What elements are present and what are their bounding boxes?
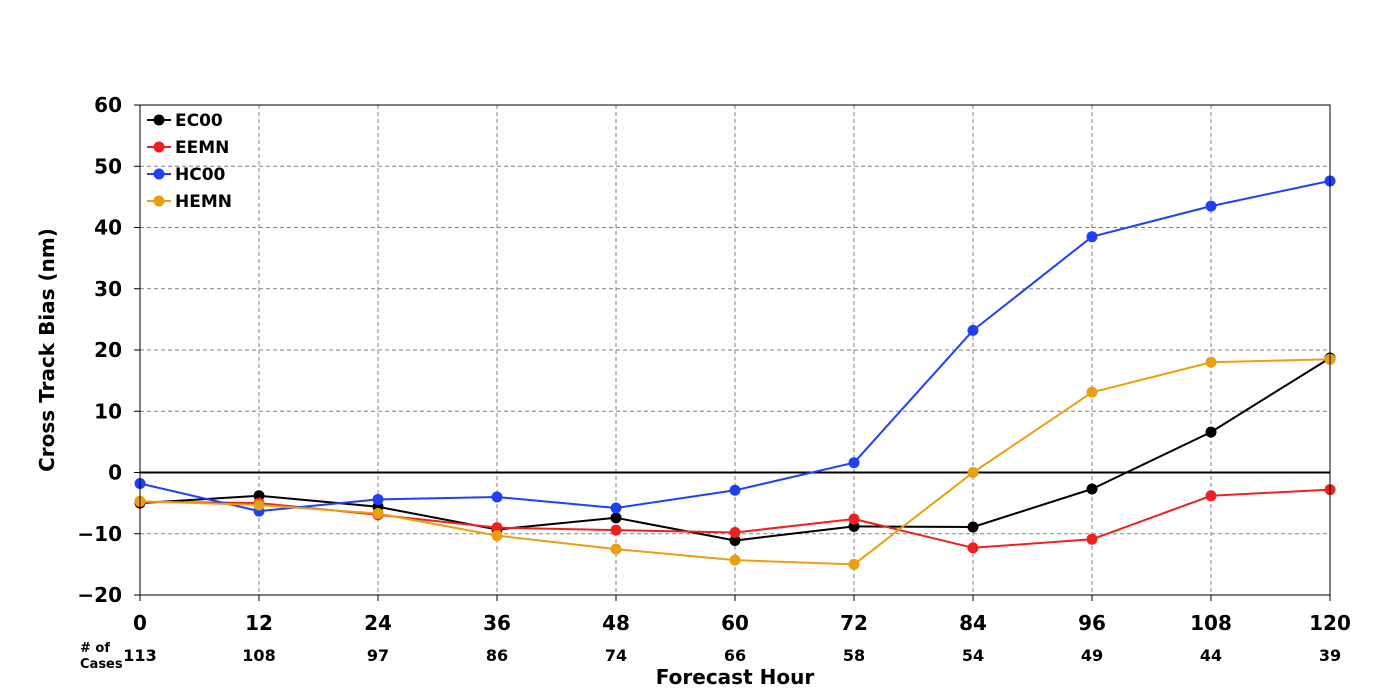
data-point-eemn: [491, 522, 503, 534]
data-point-ec00: [1205, 426, 1217, 438]
case-count: 58: [843, 646, 865, 665]
legend: EC00 EEMN HC00 HEMN: [147, 111, 232, 212]
y-tick-label: 0: [108, 461, 122, 485]
data-point-hemn: [372, 508, 384, 520]
data-point-hemn: [1086, 386, 1098, 398]
data-point-hc00: [848, 457, 860, 469]
data-point-hc00: [729, 484, 741, 496]
data-point-hemn: [729, 554, 741, 566]
x-axis-ticks: 0 12 24 36 48 60 72 84 96 108 120: [133, 595, 1351, 635]
data-point-hc00: [372, 493, 384, 505]
x-tick-label: 96: [1078, 611, 1106, 635]
case-count: 113: [123, 646, 156, 665]
x-tick-label: 12: [245, 611, 273, 635]
data-point-hc00: [1205, 200, 1217, 212]
data-point-ec00: [967, 521, 979, 533]
cases-row: 113 108 97 86 74 66 58 54 49 44 39: [123, 646, 1341, 665]
data-point-hemn: [491, 530, 503, 542]
x-tick-label: 36: [483, 611, 511, 635]
x-tick-label: 60: [721, 611, 749, 635]
case-count: 49: [1081, 646, 1103, 665]
x-axis-title: Forecast Hour: [656, 665, 815, 689]
data-point-ec00: [729, 534, 741, 546]
y-tick-label: −20: [77, 583, 122, 607]
legend-marker-ec00: [153, 114, 165, 126]
legend-label-ec00: EC00: [175, 111, 223, 131]
y-tick-label: 60: [94, 93, 122, 117]
y-tick-label: 20: [94, 338, 122, 362]
case-count: 39: [1319, 646, 1341, 665]
y-tick-label: 40: [94, 216, 122, 240]
data-point-hemn: [253, 499, 265, 511]
data-point-hemn: [610, 543, 622, 555]
x-tick-label: 84: [959, 611, 987, 635]
y-tick-label: 50: [94, 154, 122, 178]
y-axis-ticks: −20 −10 0 10 20 30 40 50 60: [77, 93, 140, 607]
data-point-ec00: [610, 512, 622, 524]
legend-marker-hemn: [153, 195, 165, 207]
y-tick-label: 30: [94, 277, 122, 301]
data-point-eemn: [967, 542, 979, 554]
x-tick-label: 72: [840, 611, 868, 635]
data-point-hc00: [967, 324, 979, 336]
x-tick-label: 48: [602, 611, 630, 635]
legend-label-hemn: HEMN: [175, 192, 232, 212]
cases-caption-line2: Cases: [80, 657, 123, 672]
legend-marker-eemn: [153, 141, 165, 153]
case-count: 97: [367, 646, 389, 665]
case-count: 74: [605, 646, 627, 665]
case-count: 66: [724, 646, 746, 665]
case-count: 108: [242, 646, 275, 665]
x-tick-label: 108: [1190, 611, 1232, 635]
data-point-hemn: [967, 467, 979, 478]
data-point-hemn: [1205, 356, 1217, 368]
data-point-hemn: [848, 558, 860, 570]
case-count: 44: [1200, 646, 1222, 665]
y-tick-label: −10: [77, 522, 122, 546]
data-point-eemn: [1086, 533, 1098, 545]
data-point-hc00: [491, 491, 503, 503]
x-tick-label: 0: [133, 611, 147, 635]
case-count: 86: [486, 646, 508, 665]
data-point-eemn: [729, 527, 741, 539]
data-point-ec00: [1086, 483, 1098, 495]
grid: [140, 105, 1330, 595]
y-tick-label: 10: [94, 399, 122, 423]
legend-label-eemn: EEMN: [175, 138, 229, 158]
series-lines: [134, 175, 1336, 570]
data-point-eemn: [848, 513, 860, 525]
data-point-hc00: [1086, 231, 1098, 243]
data-point-hc00: [610, 502, 622, 514]
x-tick-label: 120: [1309, 611, 1351, 635]
data-point-eemn: [610, 524, 622, 536]
legend-marker-hc00: [153, 168, 165, 180]
legend-label-hc00: HC00: [175, 165, 226, 185]
data-point-eemn: [1205, 490, 1217, 502]
case-count: 54: [962, 646, 984, 665]
x-tick-label: 24: [364, 611, 392, 635]
y-axis-title: Cross Track Bias (nm): [35, 228, 59, 472]
cases-caption-line1: # of: [80, 641, 110, 656]
